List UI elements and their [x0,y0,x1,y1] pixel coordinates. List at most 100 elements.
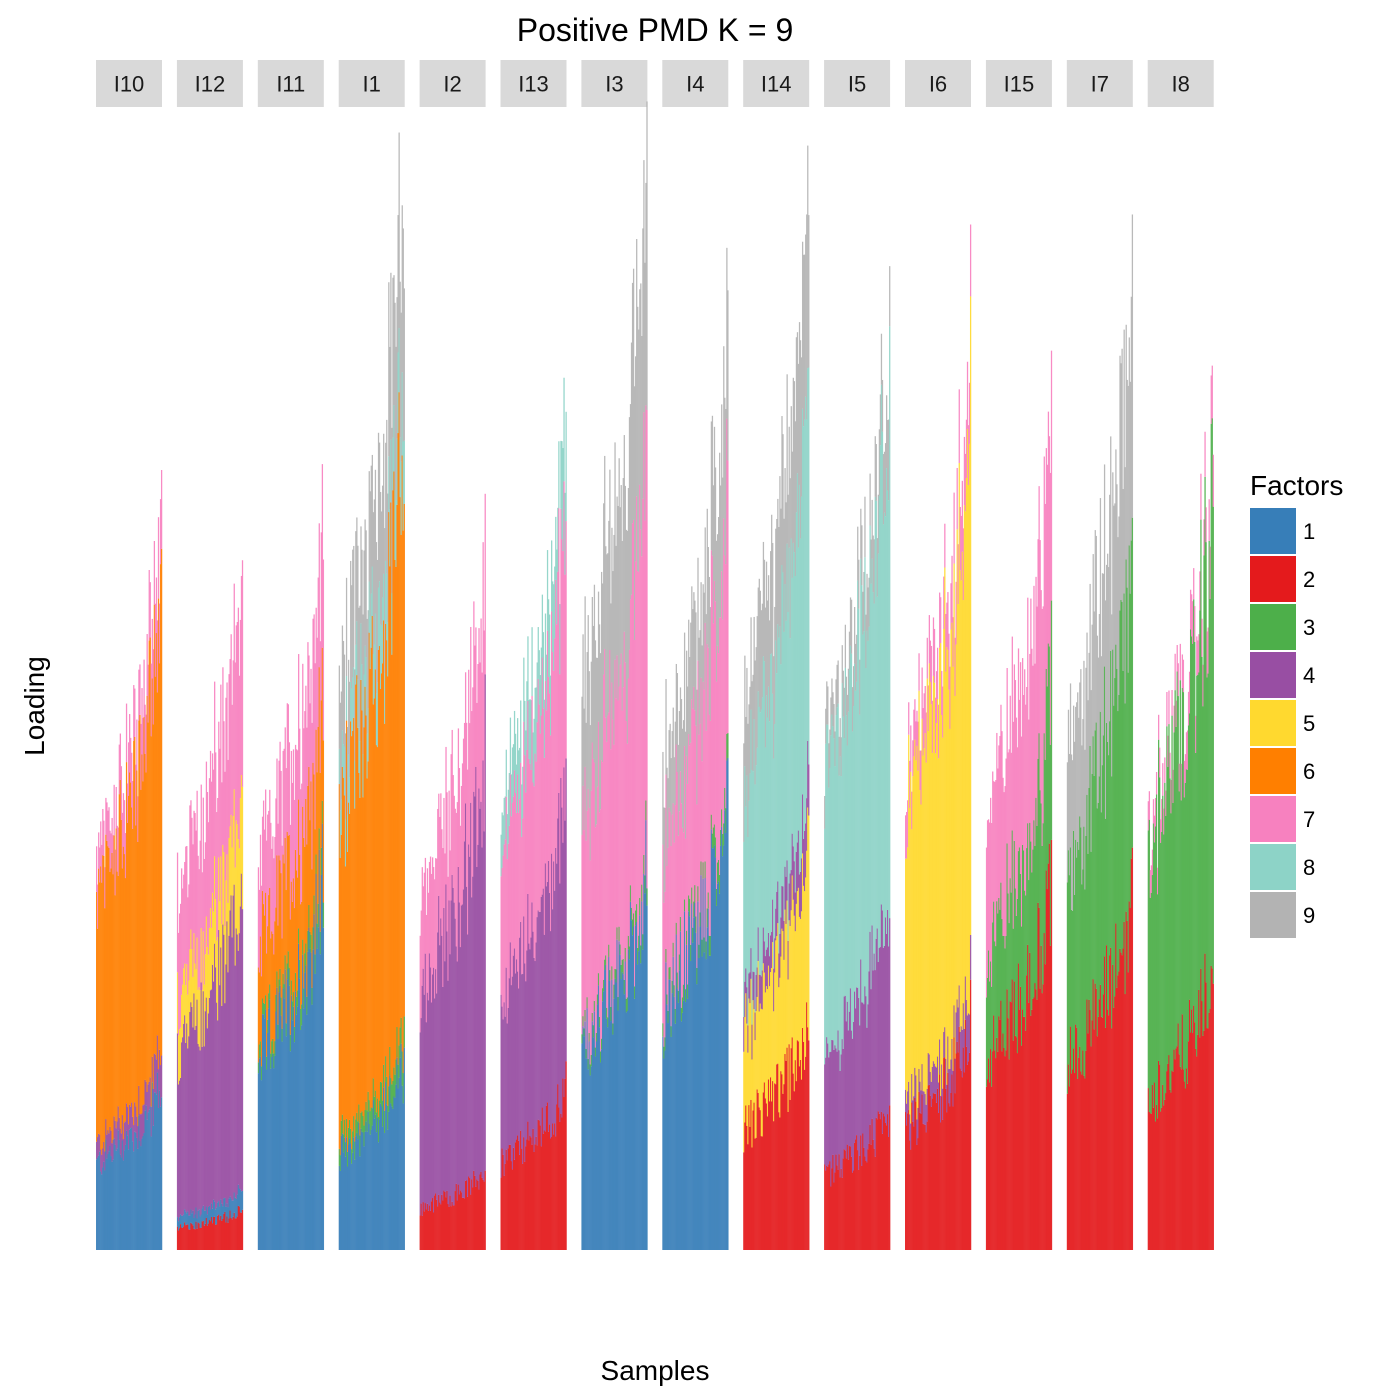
bar-segment [968,1014,971,1053]
bar-segment [948,1069,950,1104]
bar-segment [767,965,770,1080]
bar-segment [796,473,799,843]
bar-segment [531,627,533,696]
bar-segment [1003,792,1005,936]
bar-segment [510,1161,513,1250]
bar-segment [1100,656,1103,813]
bar-segment [127,795,130,1125]
bar-segment [841,1177,843,1250]
bar-segment [135,764,137,826]
bar-segment [558,441,560,509]
bar-segment [292,749,295,879]
bar-segment [1005,1050,1007,1250]
bar-segment [838,775,840,1051]
bar-segment [505,749,507,797]
bar-segment [266,953,268,1057]
bar-segment [1122,948,1124,1250]
bar-segment [133,740,135,1126]
bar-segment [287,704,289,836]
bar-segment [748,973,750,999]
bar-segment [933,628,936,683]
bar-segment [295,1014,298,1250]
bar-segment [824,1064,826,1165]
bar-segment [519,747,521,800]
bar-segment [675,922,677,935]
bar-segment [403,1016,405,1048]
bar-segment [545,654,548,711]
bar-segment [382,485,384,598]
bar-segment [842,1158,844,1250]
bar-segment [796,332,799,474]
bar-segment [638,329,640,572]
bar-segment [1210,375,1212,424]
bar-segment [235,625,237,821]
bar-segment [805,396,807,824]
bar-segment [682,1000,685,1250]
bar-segment [682,720,685,833]
bar-segment [288,985,291,1250]
bar-segment [1019,873,1022,987]
bar-segment [714,467,717,602]
bar-segment [261,1014,264,1250]
bar-segment [724,555,726,788]
bar-segment [946,602,948,648]
bar-segment [1103,464,1106,667]
bar-segment [111,852,113,1144]
bar-segment [917,1138,919,1250]
bar-segment [144,704,146,754]
bar-segment [778,527,780,638]
bar-segment [765,561,768,696]
bar-segment [922,1091,924,1124]
bar-segment [1078,1057,1080,1250]
bar-segment [340,834,343,1121]
bar-segment [776,1064,778,1250]
bar-segment [367,708,369,762]
bar-segment [543,757,546,935]
bar-segment [947,1072,949,1250]
bar-segment [764,747,767,957]
bar-segment [374,669,377,1091]
bar-segment [923,693,925,749]
bar-segment [552,581,554,653]
bar-segment [304,711,306,847]
bar-segment [352,1131,354,1153]
bar-segment [594,1047,597,1057]
bar-segment [1076,1027,1078,1250]
bar-segment [122,846,125,1140]
bar-segment [689,916,691,1250]
bar-segment [613,744,615,985]
bar-segment [340,1120,343,1136]
bar-segment [321,800,324,824]
bar-segment [387,1105,389,1130]
bar-segment [189,805,191,950]
bar-segment [832,1154,834,1250]
bar-segment [832,1040,834,1155]
bar-segment [870,989,872,1145]
bar-segment [1067,709,1070,851]
bar-segment [914,699,916,740]
bar-segment [103,1161,105,1250]
bar-segment [565,1061,567,1250]
bar-segment [842,670,844,717]
bar-segment [791,833,793,876]
bar-segment [846,694,849,746]
bar-segment [770,1077,772,1250]
bar-segment [943,628,945,1032]
bar-segment [599,809,602,1052]
bar-segment [597,591,600,722]
bar-segment [187,897,189,995]
bar-segment [842,1048,844,1159]
bar-segment [624,662,626,948]
bar-segment [225,880,227,965]
bar-segment [753,1009,755,1103]
bar-segment [910,1123,912,1150]
bar-segment [941,670,943,715]
bar-segment [1009,695,1011,879]
bar-segment [403,1047,405,1250]
bar-segment [709,935,712,956]
bar-segment [106,840,108,1135]
bar-segment [875,500,877,939]
bar-segment [924,1124,926,1250]
bar-segment [702,584,704,682]
bar-segment [1021,844,1024,1010]
